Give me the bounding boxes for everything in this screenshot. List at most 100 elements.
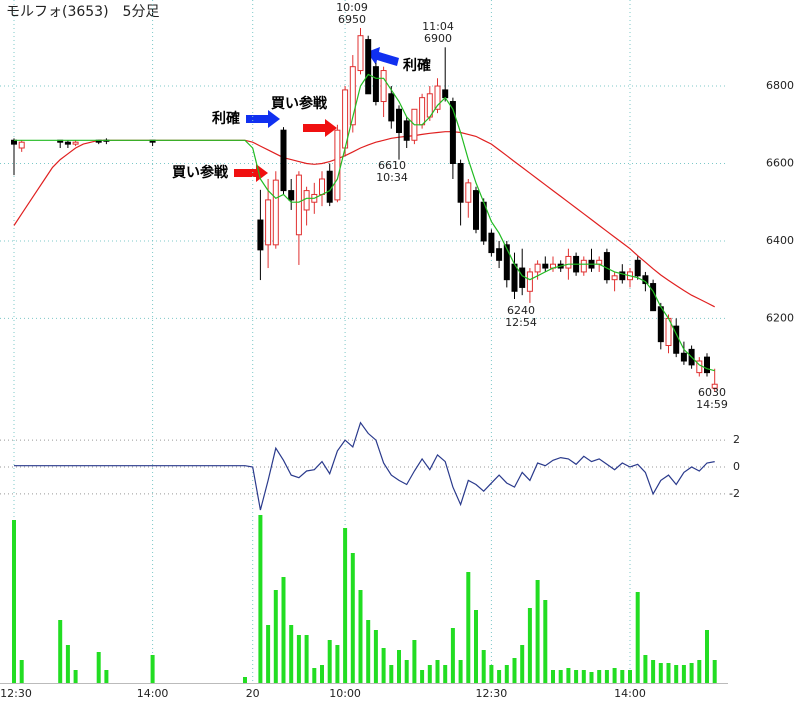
volume-bar: [651, 660, 656, 683]
y-tick-label: 2: [733, 433, 740, 446]
candle-body: [380, 70, 387, 103]
volume-bar: [320, 665, 324, 683]
volume-bar: [643, 655, 648, 683]
volume-bar: [65, 645, 70, 683]
annotation: 6030: [698, 386, 726, 399]
candle-body: [511, 263, 518, 292]
volume-bar: [96, 652, 101, 683]
volume-bar: [558, 670, 563, 683]
volume-bar: [604, 670, 609, 683]
candle-body: [72, 141, 79, 145]
volume-bar: [443, 665, 448, 683]
annotation: 12:54: [505, 316, 537, 329]
candle-body: [334, 129, 341, 201]
candle-body: [319, 178, 325, 195]
x-tick-label: 10:00: [329, 687, 361, 700]
x-tick-label: 12:30: [0, 687, 32, 700]
volume-bar: [412, 640, 417, 683]
x-tick-label: 12:30: [476, 687, 508, 700]
callout: 買い参戦: [271, 95, 328, 112]
volume-bar: [350, 553, 355, 683]
candle-body: [519, 267, 526, 288]
candle-body: [473, 190, 479, 230]
x-tick-label: 14:00: [614, 687, 646, 700]
y-tick-label: 6400: [766, 234, 794, 247]
annotation: 10:09: [336, 1, 368, 14]
candle-body: [265, 199, 272, 246]
candle-body: [288, 190, 295, 201]
volume-bar: [635, 592, 640, 683]
candle-body: [704, 356, 710, 374]
candle-body: [680, 352, 687, 362]
x-tick-label: 20: [246, 687, 260, 700]
candle-body: [365, 39, 372, 95]
candle-body: [696, 360, 703, 374]
candle-body: [280, 129, 287, 192]
candle-body: [295, 174, 302, 236]
volume-bar: [273, 590, 278, 683]
volume-bar: [258, 515, 263, 683]
volume-bar: [666, 663, 671, 683]
y-tick-label: 6600: [766, 156, 794, 169]
candle-body: [465, 182, 472, 203]
candle-body: [372, 66, 379, 103]
volume-bar: [420, 670, 425, 683]
volume-bar: [497, 670, 502, 683]
candle-body: [396, 108, 402, 134]
candle-body: [64, 141, 71, 145]
annotation: 14:59: [696, 398, 728, 411]
volume-bar: [381, 648, 386, 683]
annotation: 6900: [424, 32, 452, 45]
volume-bar: [327, 640, 332, 683]
volume-bar: [366, 620, 371, 683]
candle-body: [611, 275, 618, 281]
sell-arrow: [246, 110, 280, 128]
candle-body: [634, 259, 641, 277]
volume-bar: [12, 520, 16, 683]
volume-bar: [150, 655, 155, 683]
volume-bar: [73, 670, 78, 683]
candle-body: [449, 101, 456, 164]
volume-bar: [589, 672, 594, 683]
candle-body: [442, 89, 449, 99]
volume-bar: [404, 660, 409, 683]
candle-body: [434, 85, 441, 110]
volume-bar: [597, 670, 602, 683]
candle-body: [711, 383, 718, 389]
candle-body: [496, 248, 503, 261]
volume-bar: [296, 635, 301, 683]
candle-body: [534, 263, 541, 273]
volume-bar: [427, 665, 432, 683]
candle-body: [603, 252, 610, 281]
volume-bar: [312, 668, 317, 683]
volume-bar: [504, 665, 509, 683]
volume-bar: [705, 630, 709, 683]
volume-bar: [620, 670, 625, 683]
volume-bar: [612, 668, 617, 683]
candle-body: [403, 120, 410, 141]
volume-bar: [266, 625, 271, 683]
volume-bar: [450, 628, 455, 683]
ma-short-line: [14, 73, 715, 372]
candle-body: [272, 179, 279, 246]
volume-bar: [58, 620, 63, 683]
y-tick-label: 6800: [766, 79, 794, 92]
volume-bar: [566, 668, 571, 683]
annotation: 6240: [507, 304, 535, 317]
callout: 買い参戦: [172, 164, 229, 181]
annotation: 11:04: [422, 20, 454, 33]
candle-body: [457, 162, 464, 203]
volume-bar: [527, 608, 532, 683]
candle-body: [565, 255, 572, 269]
volume-bar: [289, 625, 294, 683]
candle-body: [357, 35, 364, 72]
volume-bar: [435, 660, 440, 683]
candle-body: [257, 219, 264, 251]
volume-bar: [304, 635, 309, 683]
candle-body: [388, 93, 395, 122]
annotation: 6610: [378, 159, 406, 172]
chart-title: モルフォ(3653) 5分足: [6, 4, 159, 20]
volume-bar: [512, 658, 517, 683]
